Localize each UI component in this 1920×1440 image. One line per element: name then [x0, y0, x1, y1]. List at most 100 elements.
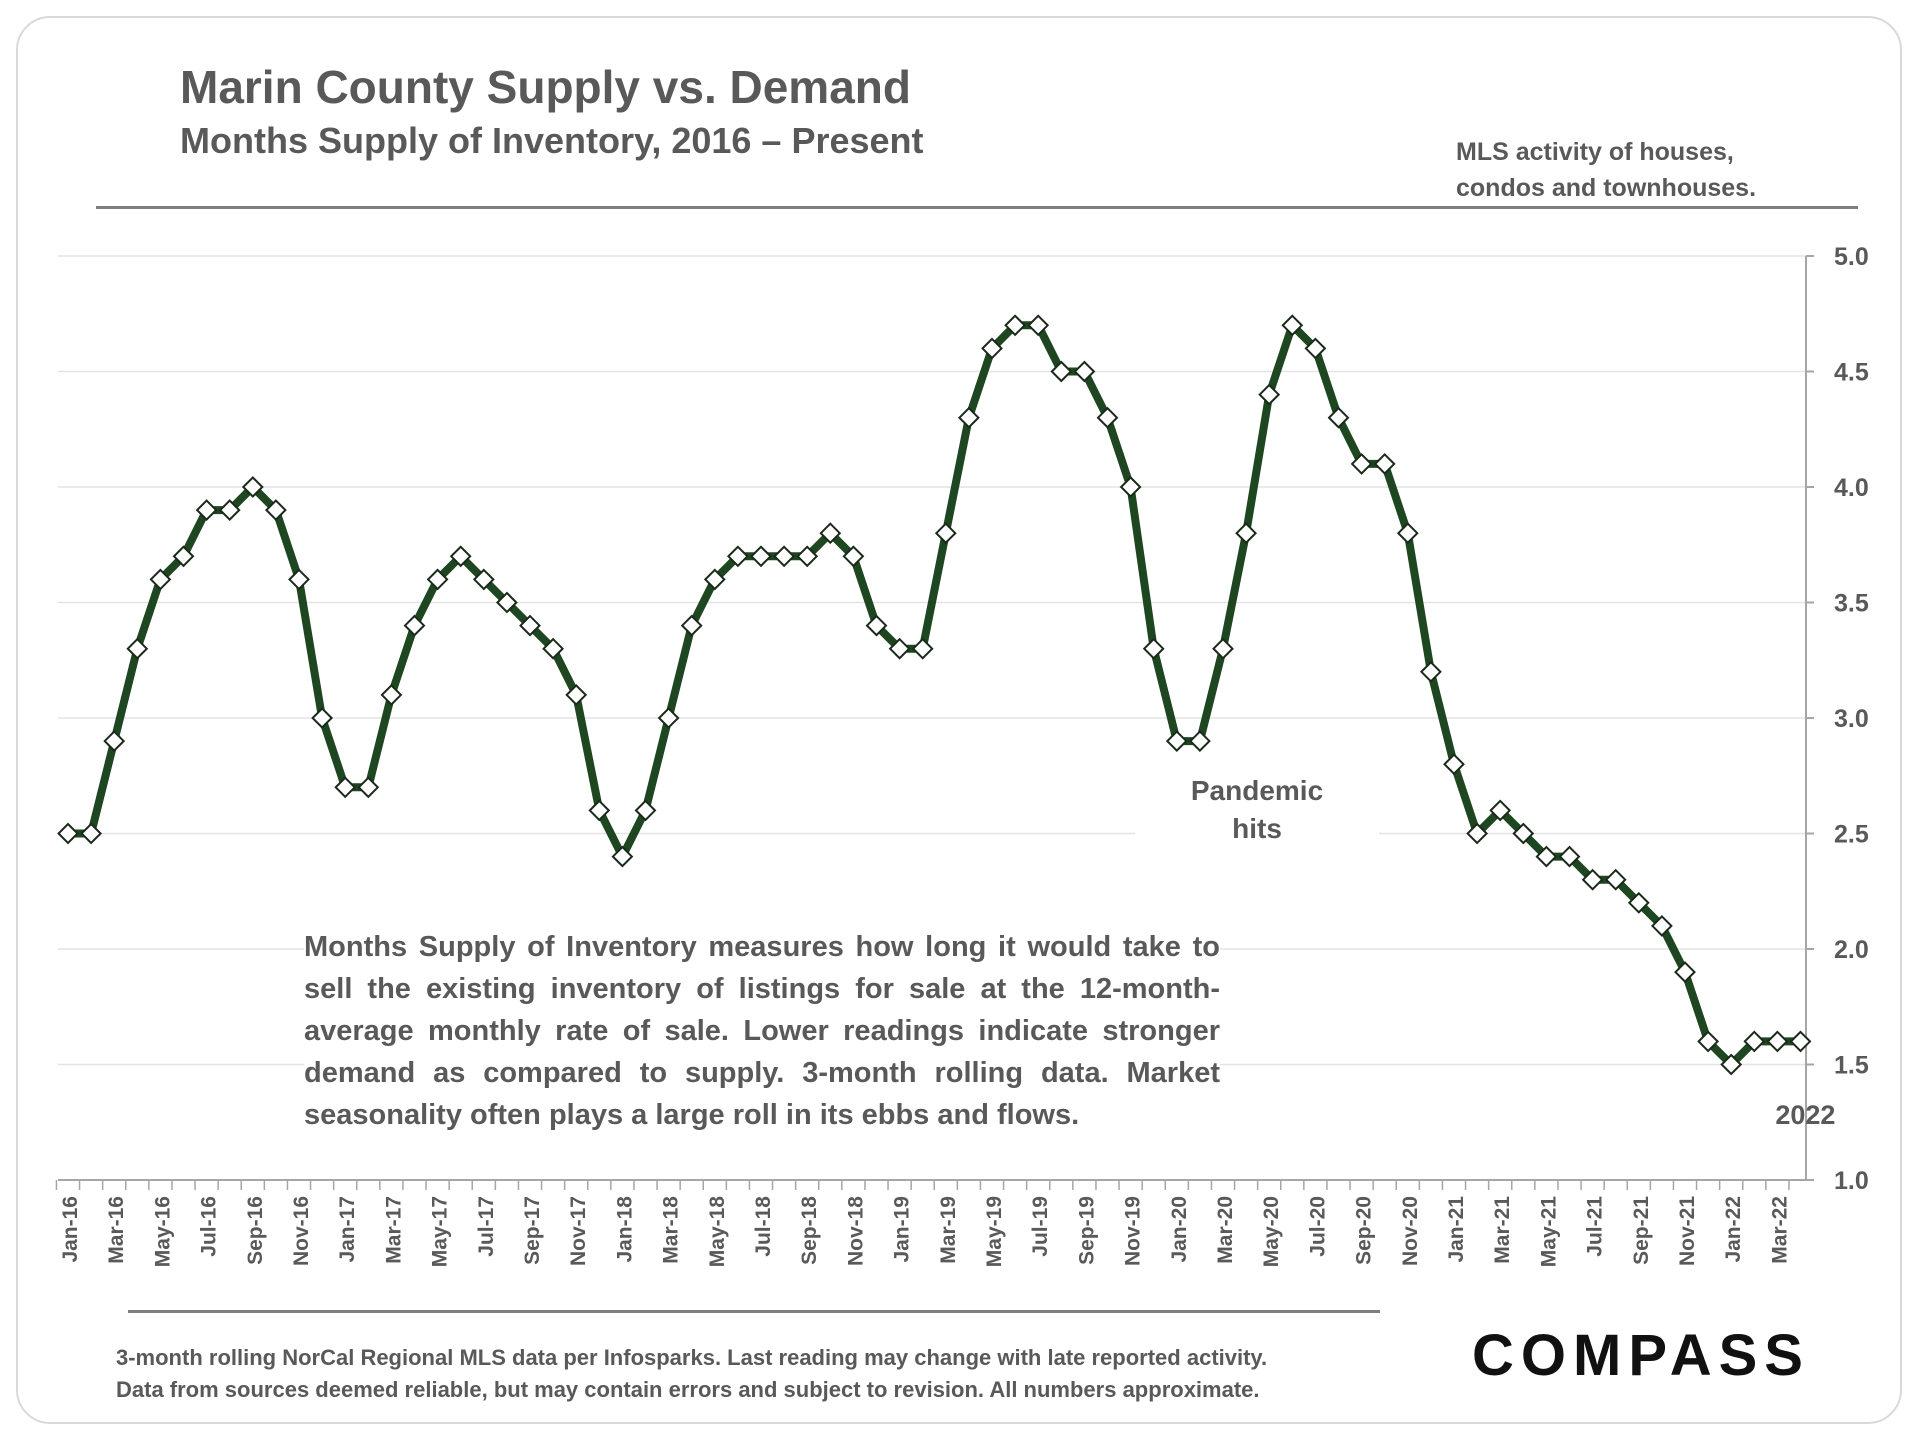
data-point — [449, 545, 472, 568]
data-point — [103, 730, 126, 753]
data-point — [80, 822, 103, 845]
data-point — [288, 568, 310, 591]
header-divider — [96, 206, 1858, 209]
chart-subtitle: Months Supply of Inventory, 2016 – Prese… — [180, 120, 924, 161]
x-tick-label: May-20 — [1260, 1196, 1283, 1267]
data-point — [519, 614, 541, 637]
data-point — [1073, 360, 1096, 383]
data-point — [542, 637, 565, 660]
y-tick-label: 2.0 — [1834, 936, 1869, 964]
annotation-pandemic-hits: hits — [1232, 813, 1282, 844]
data-point — [1165, 730, 1188, 753]
data-point — [1281, 314, 1304, 337]
x-tick-label: Jul-17 — [475, 1196, 498, 1257]
data-point — [1720, 1053, 1743, 1076]
data-point — [750, 545, 772, 568]
footnote: 3-month rolling NorCal Regional MLS data… — [116, 1342, 1267, 1406]
data-point — [126, 637, 149, 660]
data-point — [796, 545, 819, 568]
data-point — [1350, 452, 1373, 475]
x-tick-label: Jan-22 — [1722, 1196, 1745, 1263]
x-tick-label: Nov-16 — [290, 1196, 313, 1266]
y-tick-label: 2.5 — [1834, 821, 1869, 849]
data-point — [1466, 822, 1489, 845]
y-tick-label: 1.0 — [1834, 1167, 1869, 1195]
data-point — [172, 545, 195, 568]
x-tick-label: Jan-20 — [1168, 1196, 1191, 1263]
y-tick-label: 1.5 — [1834, 1052, 1869, 1080]
data-point — [657, 707, 680, 729]
data-point — [1697, 1030, 1720, 1053]
data-point — [1142, 637, 1165, 660]
y-tick-label: 3.0 — [1834, 705, 1869, 733]
x-tick-label: Mar-22 — [1768, 1196, 1791, 1264]
data-point — [57, 822, 79, 845]
data-point — [1050, 360, 1073, 383]
data-point — [495, 591, 518, 614]
data-point — [1535, 845, 1558, 868]
data-point — [1004, 314, 1027, 337]
x-tick-label: Jul-18 — [752, 1196, 775, 1257]
data-point — [1419, 660, 1442, 683]
mls-note: MLS activity of houses, condos and townh… — [1456, 134, 1756, 206]
mls-note-line1: MLS activity of houses, — [1456, 138, 1734, 166]
data-point — [842, 545, 865, 568]
footnote-line1: 3-month rolling NorCal Regional MLS data… — [116, 1345, 1268, 1370]
x-tick-label: Nov-21 — [1676, 1196, 1699, 1266]
x-tick-label: Sep-19 — [1075, 1196, 1098, 1265]
series-line — [68, 321, 1801, 1069]
data-point — [634, 799, 657, 822]
x-tick-label: Sep-20 — [1353, 1196, 1376, 1265]
x-tick-label: Sep-18 — [798, 1196, 821, 1265]
data-point — [703, 568, 726, 591]
data-point — [773, 545, 796, 568]
x-tick-label: Jan-21 — [1445, 1196, 1468, 1263]
x-tick-label: Jan-18 — [613, 1196, 636, 1263]
y-tick-label: 3.5 — [1834, 590, 1869, 618]
data-point — [1443, 753, 1465, 776]
data-point — [472, 568, 495, 591]
x-tick-label: Mar-18 — [660, 1196, 683, 1264]
x-tick-label: Jul-21 — [1584, 1196, 1607, 1257]
x-tick-label: Mar-20 — [1214, 1196, 1237, 1264]
data-point — [588, 799, 611, 822]
data-point — [1188, 730, 1211, 753]
x-tick-label: Mar-16 — [105, 1196, 128, 1264]
x-tick-label: Sep-21 — [1630, 1196, 1653, 1265]
data-point — [1258, 383, 1281, 406]
data-point — [611, 845, 634, 868]
data-point — [149, 568, 172, 591]
data-point — [1489, 799, 1512, 822]
x-tick-label: May-16 — [151, 1196, 174, 1267]
x-tick-label: May-17 — [429, 1196, 452, 1267]
x-tick-label: Sep-16 — [244, 1196, 267, 1265]
data-point — [311, 707, 334, 729]
footnote-line2: Data from sources deemed reliable, but m… — [116, 1377, 1260, 1402]
y-tick-label: 5.0 — [1834, 243, 1869, 271]
data-point — [1212, 637, 1234, 660]
data-point — [1327, 406, 1350, 429]
annotation-pandemic: Pandemic — [1191, 775, 1323, 806]
data-point — [334, 776, 357, 799]
data-point — [1743, 1030, 1766, 1053]
x-tick-label: Nov-19 — [1122, 1196, 1145, 1266]
x-tick-label: Jul-16 — [198, 1196, 221, 1257]
data-point — [1604, 868, 1627, 891]
x-tick-label: Jul-19 — [1029, 1196, 1052, 1257]
data-point — [726, 545, 749, 568]
data-point — [195, 499, 218, 522]
data-point — [981, 337, 1003, 360]
data-point — [888, 637, 911, 660]
x-tick-label: Jul-20 — [1306, 1196, 1329, 1257]
x-tick-label: Jan-16 — [59, 1196, 82, 1263]
data-point — [819, 522, 842, 545]
data-point — [1512, 822, 1535, 845]
data-point — [934, 522, 957, 545]
data-point — [1396, 522, 1419, 545]
y-tick-label: 4.0 — [1834, 474, 1869, 502]
x-tick-label: Nov-20 — [1399, 1196, 1422, 1266]
data-point — [403, 614, 426, 637]
footer-divider — [128, 1310, 1380, 1313]
x-tick-label: Mar-19 — [937, 1196, 960, 1264]
x-tick-label: May-18 — [706, 1196, 729, 1268]
